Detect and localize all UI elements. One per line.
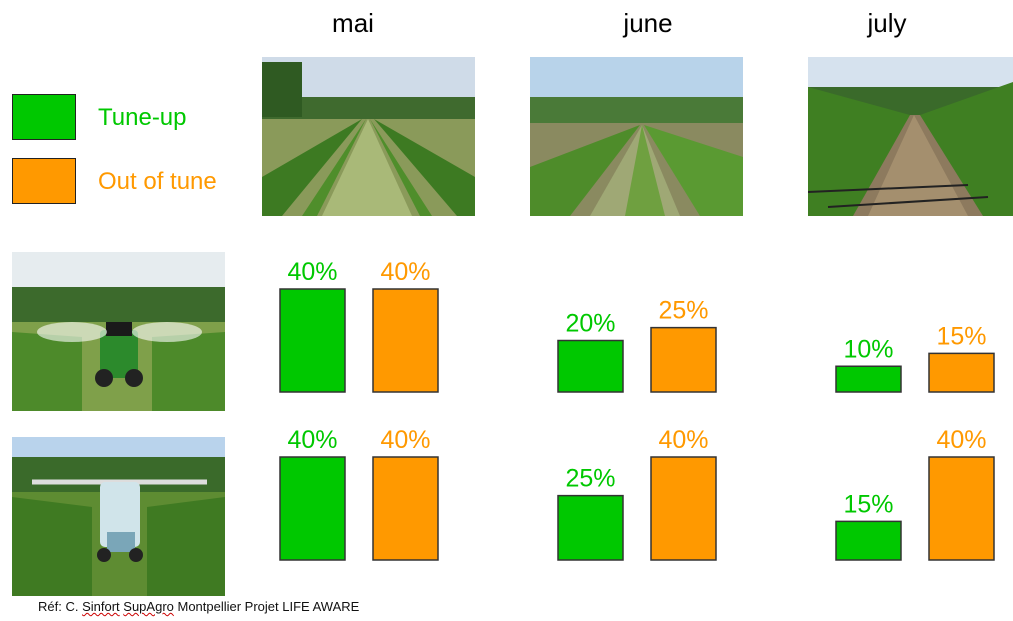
legend-swatch-tune-up: [12, 94, 76, 140]
bar-row1-july-out-of-tune: [928, 352, 995, 393]
footer-author: Sinfort: [82, 599, 120, 614]
month-label-mai: mai: [332, 8, 374, 38]
vineyard-photo-june: [530, 57, 743, 216]
bar-row2-june-tune-up: [557, 494, 624, 561]
bar-row2-july-tune-up: [835, 520, 902, 561]
bar-row2-mai-out-of-tune: [372, 456, 439, 561]
bar-row2-mai-tune-up: [279, 456, 346, 561]
vineyard-photo-july: [808, 57, 1013, 216]
bar-label-row2-mai-tune-up: 40%: [287, 426, 337, 454]
legend-label-out-of-tune: Out of tune: [98, 168, 217, 195]
footer-prefix: Réf: C.: [38, 599, 83, 614]
reference-footer: Réf: C. Sinfort SupAgro Montpellier Proj…: [38, 599, 359, 614]
bar-row2-july-out-of-tune: [928, 456, 995, 561]
month-label-june: june: [623, 8, 673, 38]
bar-row1-june-out-of-tune: [650, 326, 717, 393]
bar-label-row2-june-out-of-tune: 40%: [658, 426, 708, 454]
tractor-sprayer-photo: [12, 252, 225, 411]
bar-label-row1-july-out-of-tune: 15%: [936, 322, 986, 350]
bar-label-row2-july-out-of-tune: 40%: [936, 426, 986, 454]
bar-label-row1-july-tune-up: 10%: [843, 335, 893, 363]
bar-row2-june-out-of-tune: [650, 456, 717, 561]
legend-label-tune-up: Tune-up: [98, 104, 187, 131]
high-clearance-sprayer-photo: [12, 437, 225, 596]
bar-row1-june-tune-up: [557, 339, 624, 393]
bar-label-row1-june-tune-up: 20%: [565, 310, 615, 338]
bar-row1-mai-out-of-tune: [372, 288, 439, 393]
bar-row1-july-tune-up: [835, 365, 902, 393]
bar-label-row2-june-tune-up: 25%: [565, 465, 615, 493]
bar-label-row2-july-tune-up: 15%: [843, 490, 893, 518]
vineyard-photo-mai: [262, 57, 475, 216]
bar-label-row1-june-out-of-tune: 25%: [658, 297, 708, 325]
footer-org: SupAgro: [123, 599, 174, 614]
month-label-july: july: [867, 8, 907, 38]
bar-label-row2-mai-out-of-tune: 40%: [380, 426, 430, 454]
bar-label-row1-mai-out-of-tune: 40%: [380, 258, 430, 286]
footer-rest: Montpellier Projet LIFE AWARE: [173, 599, 360, 614]
bar-row1-mai-tune-up: [279, 288, 346, 393]
legend-swatch-out-of-tune: [12, 158, 76, 204]
bar-label-row1-mai-tune-up: 40%: [287, 258, 337, 286]
